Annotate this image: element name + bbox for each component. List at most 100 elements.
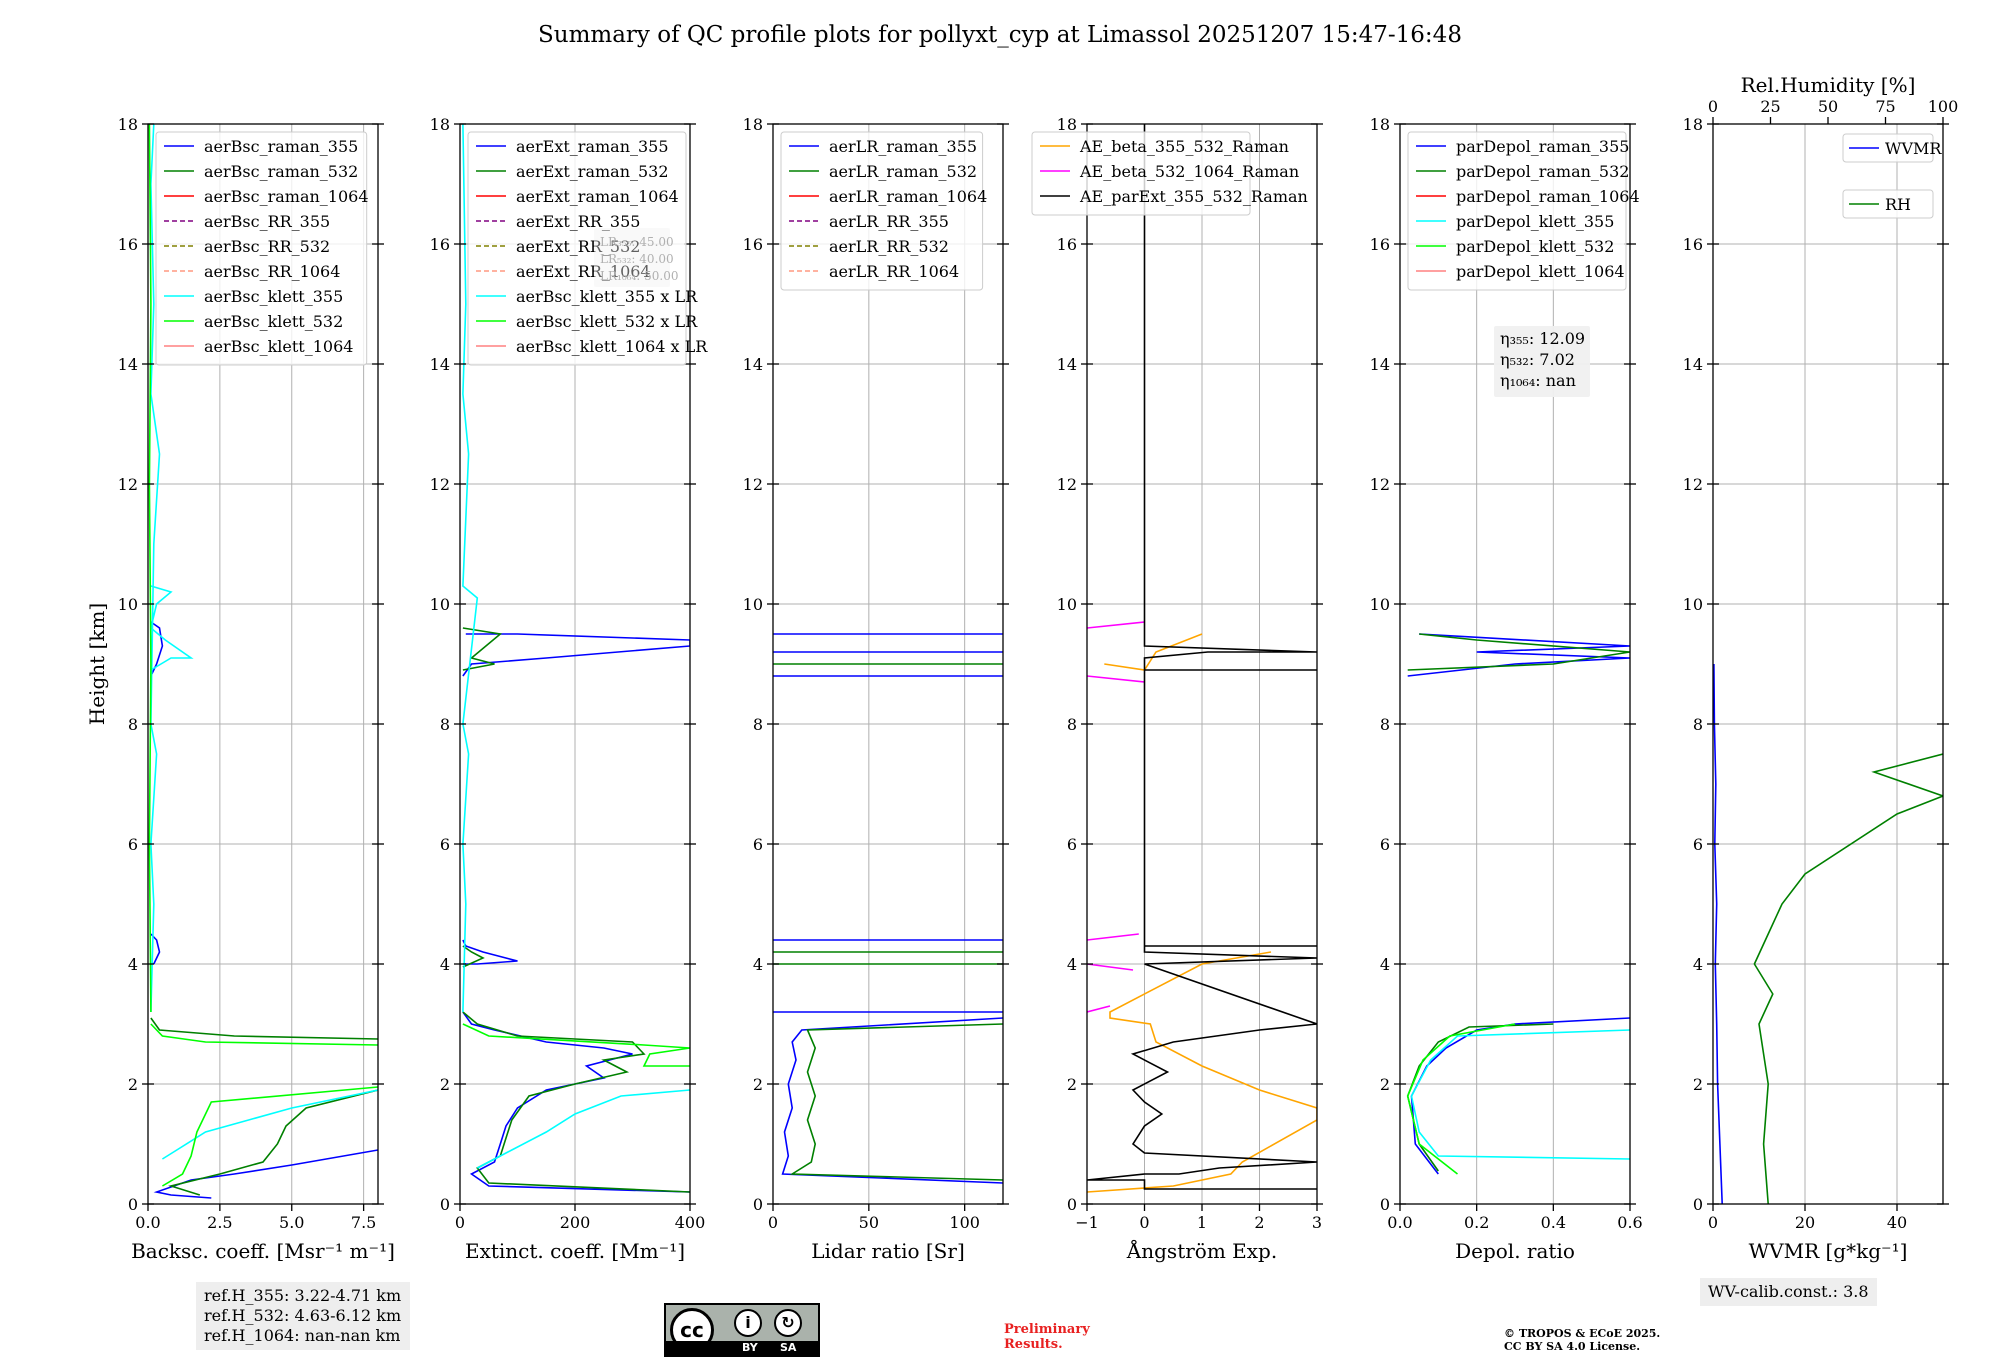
legend-entry: aerBsc_RR_1064 [204, 262, 340, 281]
x-tick-label: 0 [455, 1213, 465, 1232]
annotation-text: LR₃₅₅: 45.00 [600, 235, 674, 249]
series-line-aerExt-raman-532-mid [462, 945, 485, 968]
y-tick-label: 18 [1370, 115, 1390, 134]
series-line-aerBsc-raman-355-mid [150, 933, 161, 965]
cc-license-badge: cc i ↻ BY SA [664, 1303, 820, 1357]
y-tick-label: 4 [1380, 955, 1390, 974]
series-line-aerBsc-klett-355-x-LR [476, 1089, 690, 1169]
y-tick-label: 2 [1067, 1075, 1077, 1094]
series-line-parDepol-klett-355 [1410, 1029, 1630, 1160]
series-group [462, 124, 690, 1193]
series-line-AE-beta-532-1064-Raman-b [1087, 963, 1134, 971]
y-tick-label: 0 [128, 1195, 138, 1214]
legend-entry: aerLR_raman_532 [829, 162, 977, 181]
y-tick-label: 18 [430, 115, 450, 134]
y-tick-label: 16 [430, 235, 450, 254]
share-alike-icon: ↻ [774, 1309, 802, 1337]
legend-entry: aerLR_raman_355 [829, 137, 977, 156]
annotation-text: LR₅₃₂: 40.00 [600, 252, 674, 266]
series-group [1087, 124, 1317, 1193]
y-tick-label: 4 [1067, 955, 1077, 974]
copyright-notice: © TROPOS & ECoE 2025. CC BY SA 4.0 Licen… [1504, 1327, 1660, 1353]
x-tick-label: −1 [1075, 1213, 1099, 1232]
y-tick-label: 0 [440, 1195, 450, 1214]
copyright-line-1: © TROPOS & ECoE 2025. [1504, 1327, 1661, 1340]
legend-box [1031, 131, 1251, 216]
y-tick-label: 18 [1683, 115, 1703, 134]
x-tick-label: 3 [1312, 1213, 1322, 1232]
y-tick-label: 10 [1683, 595, 1703, 614]
ref-height-1064: ref.H_1064: nan-nan km [204, 1326, 401, 1345]
x-tick-label: 2 [1254, 1213, 1264, 1232]
cc-badge-bar [666, 1341, 818, 1355]
legend-entry: aerBsc_raman_532 [204, 162, 358, 181]
preliminary-line-2: Results. [1004, 1337, 1063, 1352]
y-tick-label: 18 [118, 115, 138, 134]
series-line-WVMR [1713, 663, 1723, 1204]
legend-entry: aerLR_RR_1064 [829, 262, 959, 281]
annotation-text: LR₁₀₆₄: 50.00 [600, 269, 678, 283]
y-tick-label: 2 [128, 1075, 138, 1094]
panel-3: 0 2 4 6 8 10 12 14 16 18 0 50 100 Lidar ratio [Sr] aer… [743, 115, 1009, 1263]
annotation-text: η₅₃₂: 7.02 [1500, 350, 1575, 369]
attribution-icon: i [734, 1309, 762, 1337]
legend-entry: aerBsc_RR_355 [204, 212, 330, 231]
ref-height-355: ref.H_355: 3.22-4.71 km [204, 1286, 402, 1305]
y-tick-label: 8 [440, 715, 450, 734]
y-tick-label: 8 [1067, 715, 1077, 734]
legend-entry: parDepol_klett_532 [1456, 237, 1614, 256]
annotation-text: η₁₀₆₄: nan [1500, 371, 1576, 390]
legend-entry: parDepol_klett_355 [1456, 212, 1614, 231]
x-tick-label: 5.0 [279, 1213, 304, 1232]
y-tick-label: 0 [753, 1195, 763, 1214]
ref-height-532: ref.H_532: 4.63-6.12 km [204, 1306, 402, 1325]
y-tick-label: 10 [1370, 595, 1390, 614]
series-line-parDepol-raman-532-cirrus [1407, 633, 1630, 671]
series-line-AE-beta-355-532-Raman-cirrus [1104, 633, 1203, 671]
x-tick-label: 0.0 [1387, 1213, 1412, 1232]
legend-entry: aerBsc_raman_1064 [204, 187, 369, 206]
series-line-AE-beta-532-1064-Raman-d [1087, 675, 1145, 683]
plot-frame [1399, 123, 1631, 1205]
y-tick-label: 14 [1370, 355, 1390, 374]
series-line-aerBsc-raman-532 [168, 1089, 378, 1196]
cc-sa-label: SA [780, 1341, 797, 1354]
x2-tick-label: 0 [1708, 97, 1718, 116]
y-axis-label: Height [km] [85, 603, 109, 725]
legend-box [780, 131, 984, 291]
series-group [1406, 633, 1630, 1175]
legend-entry: aerBsc_RR_532 [204, 237, 330, 256]
x-tick-label: 1 [1197, 1213, 1207, 1232]
annotation-box [594, 228, 670, 287]
series-line-aerLR-raman-355 [781, 1017, 1003, 1184]
x2-tick-label: 25 [1760, 97, 1780, 116]
y-tick-label: 14 [1683, 355, 1703, 374]
x2-tick-label: 100 [1928, 97, 1959, 116]
series-line-aerExt-raman-532-cirrus [462, 627, 503, 671]
y-tick-label: 0 [1693, 1195, 1703, 1214]
y-tick-label: 8 [753, 715, 763, 734]
x-tick-label: 0.4 [1541, 1213, 1566, 1232]
y-tick-label: 16 [118, 235, 138, 254]
y-tick-label: 12 [118, 475, 138, 494]
preliminary-line-1: Preliminary [1004, 1322, 1090, 1337]
x-tick-label: 40 [1887, 1213, 1907, 1232]
panel-6: 0 2 4 6 8 10 12 14 16 18 0 20 40 WVMR [g*kg⁻¹] 0 25 50 75… [1683, 73, 1959, 1263]
series-line-AE-beta-532-1064-Raman-a [1087, 1005, 1111, 1013]
y-tick-label: 8 [1380, 715, 1390, 734]
panel-2: 0 2 4 6 8 10 12 14 16 18 0 200 400 Extinct. coeff. [M… [430, 115, 709, 1263]
legend-entry: aerExt_raman_532 [516, 162, 669, 181]
y-tick-label: 8 [1693, 715, 1703, 734]
legend-box [1407, 131, 1627, 291]
y-tick-label: 14 [1057, 355, 1077, 374]
series-line-aerBsc-klett-355-noise [150, 124, 161, 1013]
y-tick-label: 10 [430, 595, 450, 614]
y-tick-label: 4 [128, 955, 138, 974]
y-tick-label: 18 [1057, 115, 1077, 134]
legend-entry: AE_beta_532_1064_Raman [1079, 162, 1299, 181]
series-line-parDepol-raman-532 [1406, 1023, 1554, 1172]
plot-frame [1712, 123, 1944, 1205]
y-tick-label: 14 [743, 355, 763, 374]
plot-frame [147, 123, 379, 1205]
